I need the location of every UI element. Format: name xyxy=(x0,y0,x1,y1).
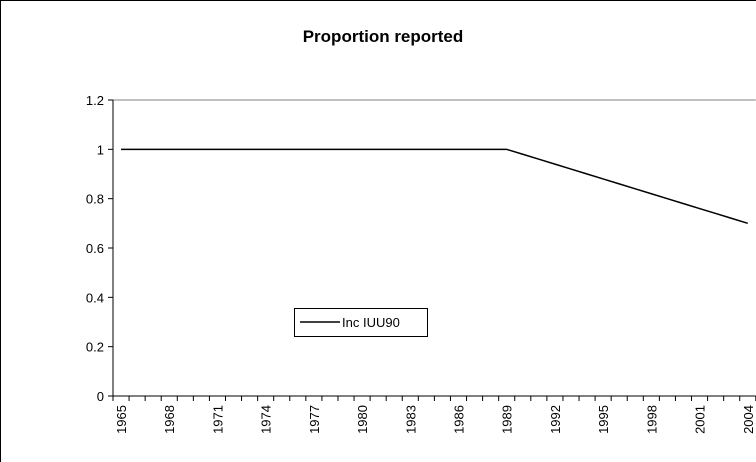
x-tick-label: 1974 xyxy=(259,405,274,434)
y-tick-label: 0 xyxy=(97,389,104,404)
x-tick-label: 1983 xyxy=(403,405,418,434)
data-line xyxy=(121,148,748,225)
x-tick-label: 1968 xyxy=(162,405,177,434)
x-tick-label: 2004 xyxy=(741,405,756,434)
y-tick-label: 0.2 xyxy=(86,340,104,355)
chart-title: Proportion reported xyxy=(303,27,464,46)
x-tick-label: 1998 xyxy=(644,405,659,434)
y-tick-label: 0.6 xyxy=(86,241,104,256)
y-tick-label: 0.8 xyxy=(86,192,104,207)
y-tick-label: 0.4 xyxy=(86,290,104,305)
y-tick-label: 1 xyxy=(97,142,104,157)
x-tick-label: 1980 xyxy=(355,405,370,434)
x-tick-label: 1965 xyxy=(114,405,129,434)
x-tick-label: 1989 xyxy=(500,405,515,434)
legend-label: Inc IUU90 xyxy=(342,315,400,330)
x-tick-label: 1986 xyxy=(452,405,467,434)
y-tick-label: 1.2 xyxy=(86,93,104,108)
x-tick-label: 1971 xyxy=(210,405,225,434)
x-tick-label: 1995 xyxy=(596,405,611,434)
x-tick-label: 2001 xyxy=(693,405,708,434)
x-tick-label: 1977 xyxy=(307,405,322,434)
x-tick-label: 1992 xyxy=(548,405,563,434)
